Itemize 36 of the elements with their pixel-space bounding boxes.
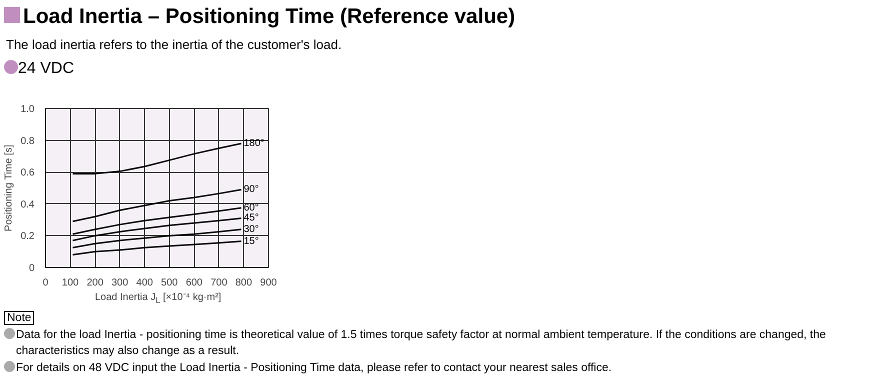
x-tick-label: 600 — [186, 278, 203, 288]
x-tick-label: 800 — [235, 278, 253, 288]
y-tick-label: 0.2 — [20, 231, 35, 242]
x-tick-label: 200 — [86, 278, 104, 288]
x-tick-label: 0 — [42, 278, 49, 288]
x-tick-label: 900 — [260, 278, 278, 288]
x-tick-label: 700 — [210, 278, 228, 288]
x-tick-label: 100 — [62, 278, 80, 288]
series-label: 45° — [244, 212, 259, 224]
y-tick-label: 0 — [28, 263, 35, 274]
text: Note — [4, 311, 34, 325]
text: Data for the load Inertia - positioning time is theoretical value of 1.5 times torque safety factor at normal ambient temperature. If the conditions are changed, the characteristics may also change as a result. — [15, 328, 827, 359]
y-axis-title: Positioning Time [s] — [4, 144, 15, 232]
line-series — [72, 188, 242, 222]
y-tick-label: 0.6 — [20, 168, 35, 179]
series-label: 15° — [244, 236, 259, 247]
x-tick-label: 400 — [136, 278, 154, 288]
text: The load inertia refers to the inertia of the customer's load. — [6, 36, 342, 54]
x-tick-label: 300 — [111, 278, 129, 288]
chart-title: Load Inertia – Positioning Time (Reference value) — [22, 4, 516, 30]
x-tick-label: 500 — [161, 278, 178, 288]
series-label: 90° — [244, 184, 259, 196]
line-series — [72, 240, 242, 256]
y-tick-label: 1.0 — [20, 104, 35, 115]
x-axis-title: Load Inertia J$_{L}$ [×10⁻⁴ kg·m²] — [95, 291, 222, 307]
y-tick-label: 0.4 — [20, 199, 35, 210]
text: 24 VDC — [17, 59, 74, 79]
line-series — [72, 217, 242, 242]
series-label: 180° — [244, 138, 264, 149]
y-tick-label: 0.8 — [20, 136, 35, 147]
line-series — [72, 228, 242, 248]
series-label: 60° — [244, 202, 259, 214]
text: For details on 48 VDC input the Load Inertia - Positioning Time data, please refer to contact your nearest sales office. — [15, 361, 613, 376]
line-series — [72, 207, 242, 235]
line-series — [72, 142, 242, 174]
series-label: 30° — [244, 224, 259, 235]
